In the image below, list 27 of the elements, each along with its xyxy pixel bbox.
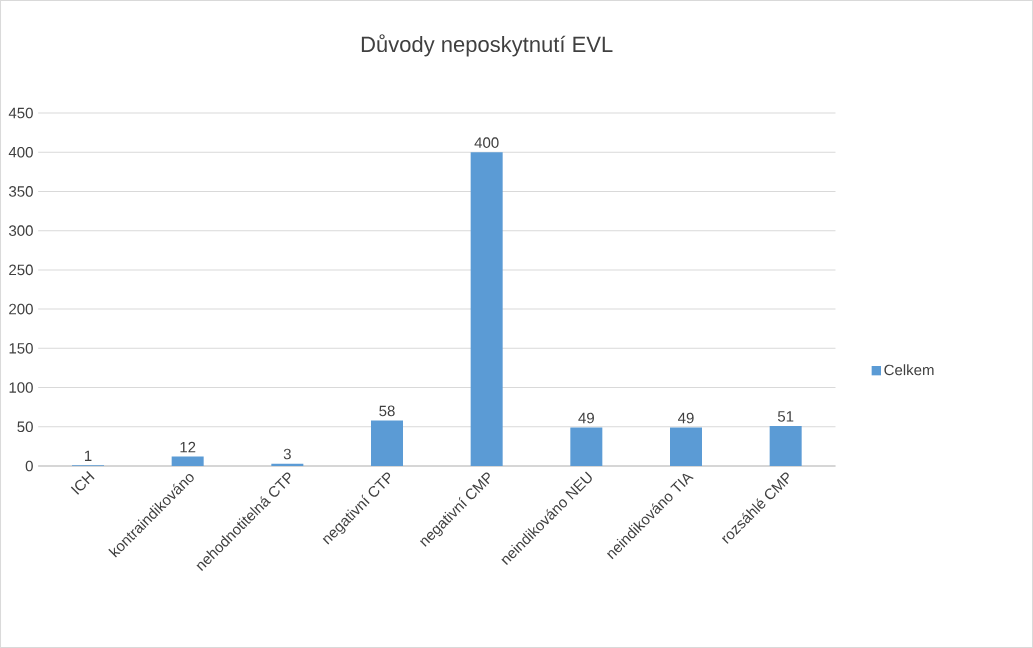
y-tick-label: 0 xyxy=(25,460,33,472)
bar xyxy=(171,456,204,466)
bar xyxy=(470,152,503,466)
y-tick-label: 450 xyxy=(8,107,33,119)
y-tick-label: 100 xyxy=(9,382,33,393)
y-tick-label: 350 xyxy=(9,186,33,197)
y-tick-label: 250 xyxy=(9,264,33,276)
data-label: 12 xyxy=(180,441,196,453)
legend-label: Celkem xyxy=(884,364,934,376)
data-label: 3 xyxy=(283,448,291,460)
data-label: 49 xyxy=(677,412,694,424)
data-label: 49 xyxy=(578,412,594,424)
data-label: 58 xyxy=(379,405,395,417)
data-label: 400 xyxy=(474,137,499,148)
y-tick-label: 400 xyxy=(8,146,33,158)
bar xyxy=(670,427,702,466)
chart-title: Důvody neposkytnutí EVL xyxy=(361,34,613,57)
y-tick-label: 50 xyxy=(17,421,33,433)
bar xyxy=(371,420,403,466)
bar xyxy=(570,427,603,466)
y-tick-label: 150 xyxy=(9,343,33,354)
y-tick-label: 200 xyxy=(9,303,33,315)
y-tick-label: 300 xyxy=(9,225,33,236)
bar xyxy=(769,425,802,466)
data-label: 51 xyxy=(777,411,794,422)
x-tick-label: ICH xyxy=(70,471,95,495)
data-label: 1 xyxy=(84,450,92,461)
